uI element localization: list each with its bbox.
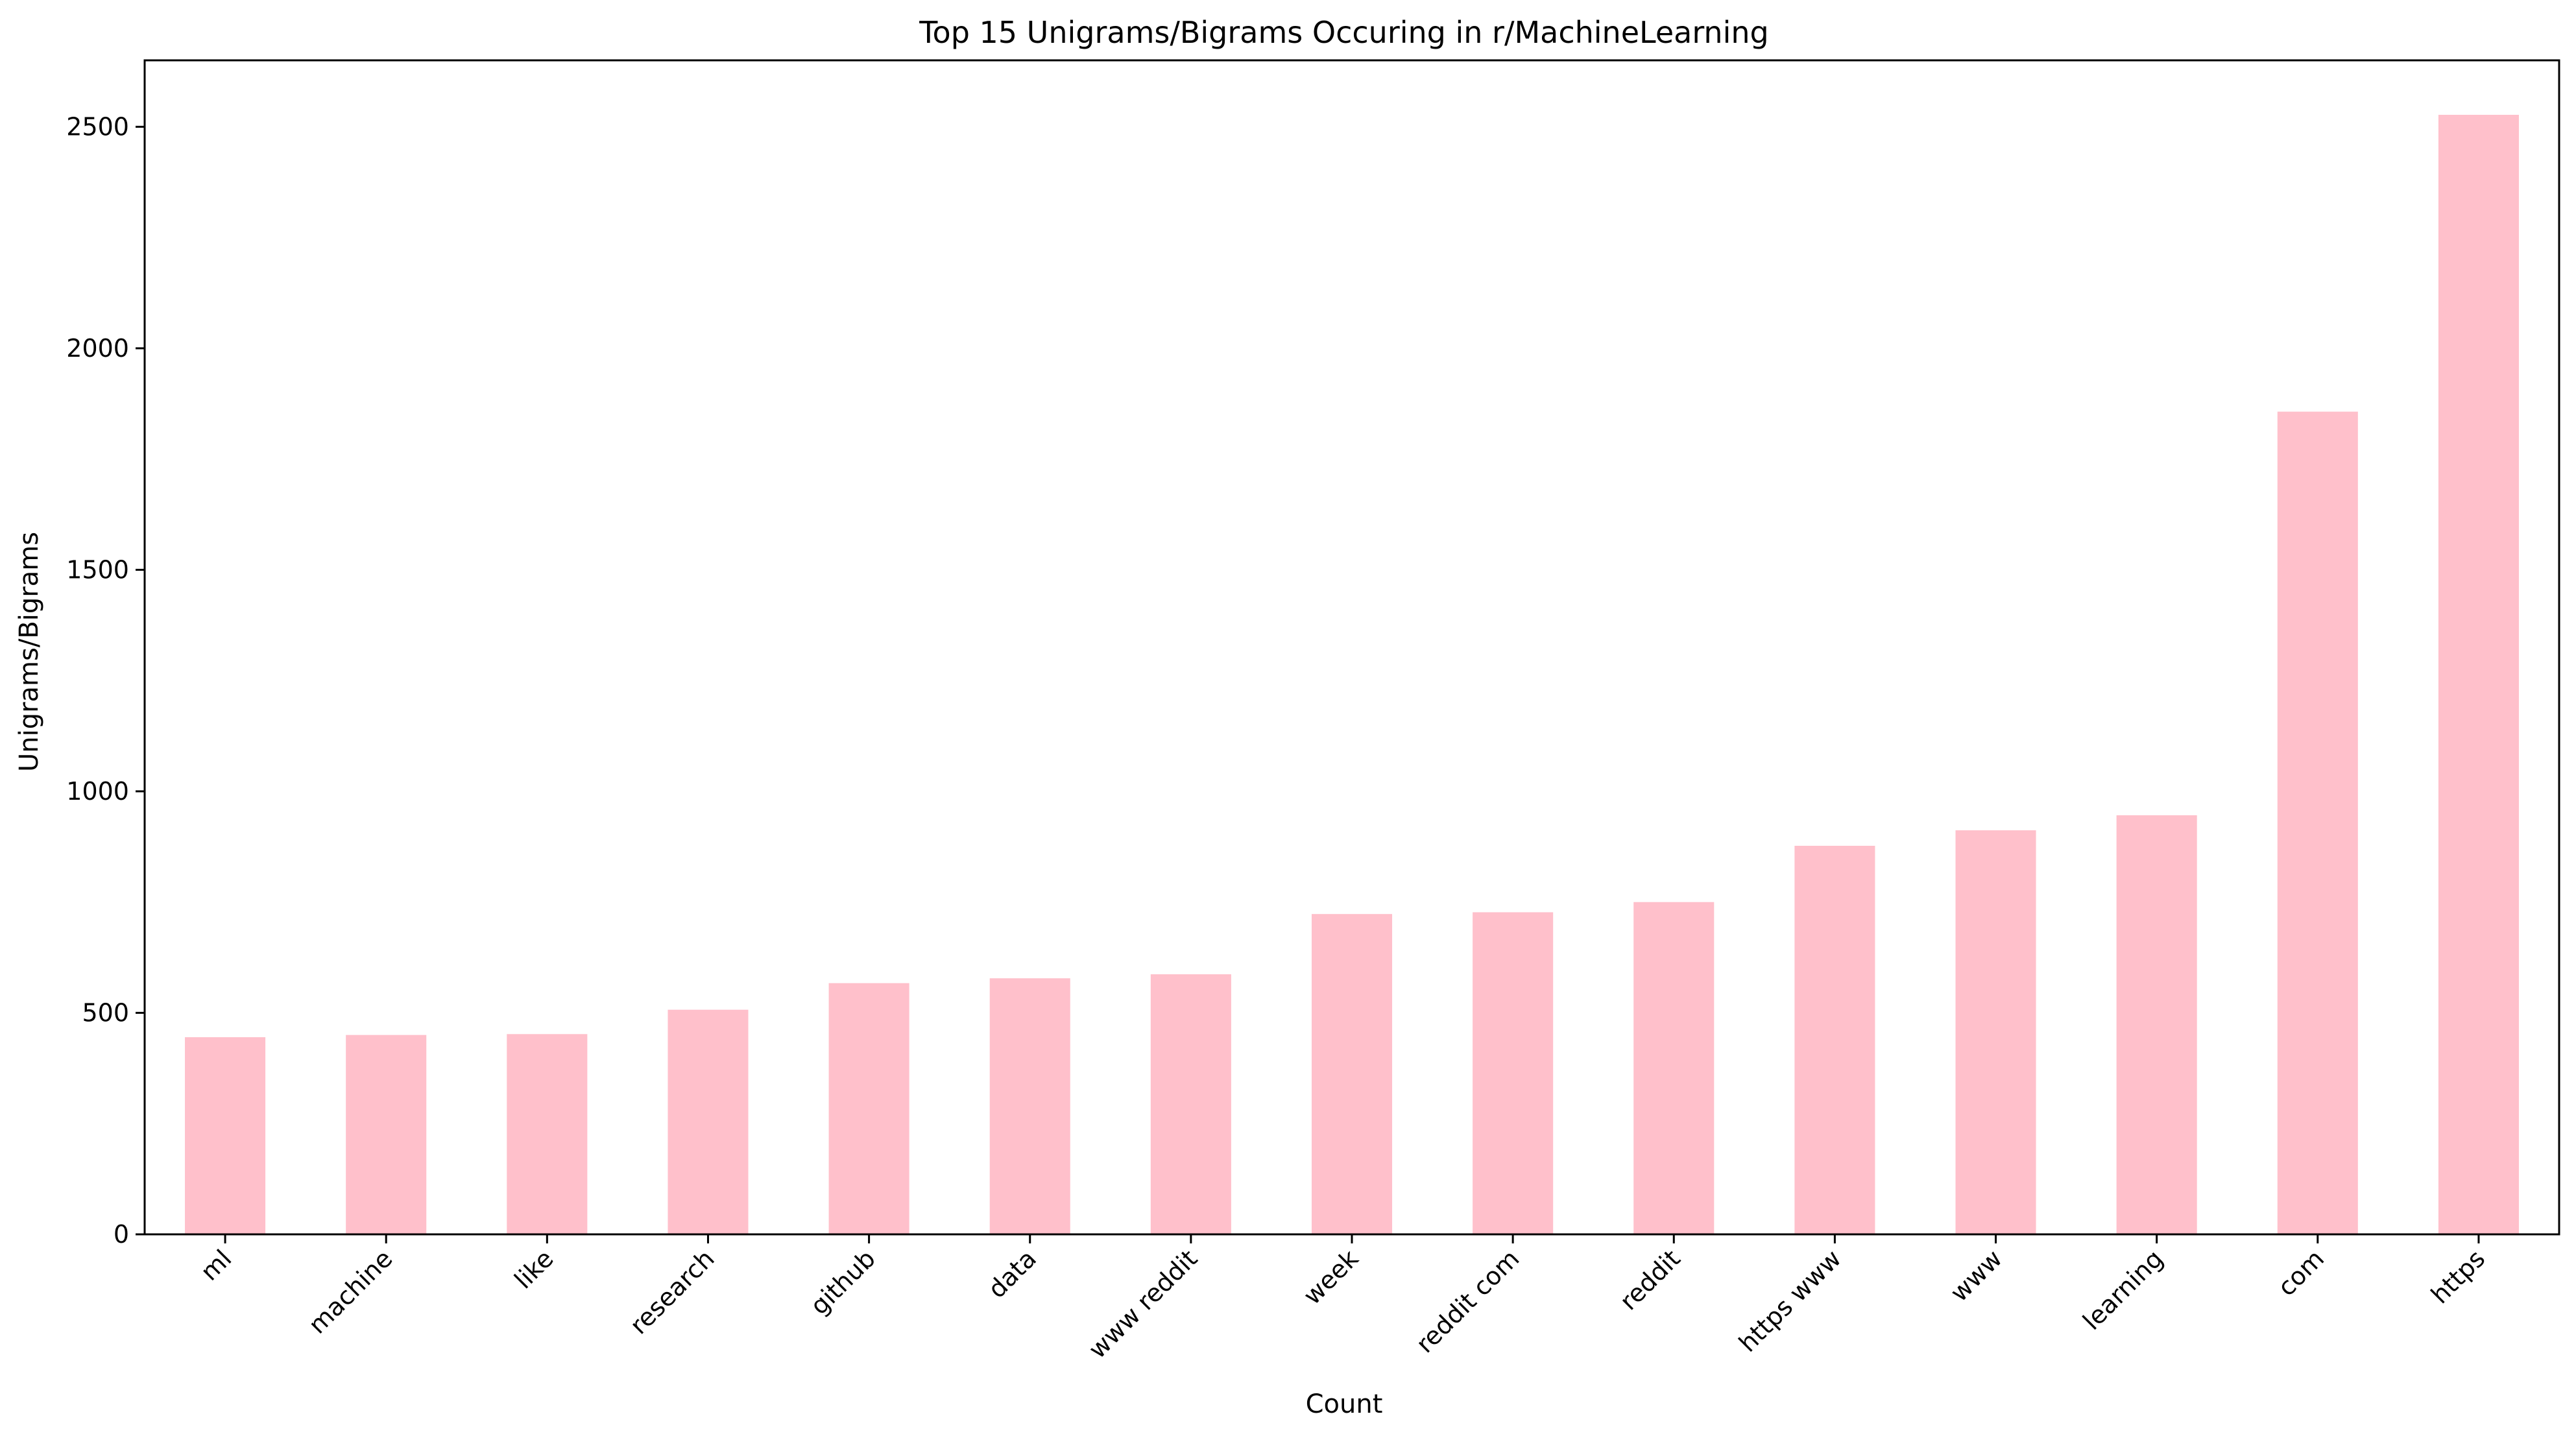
bar-reddit-com: [1473, 912, 1554, 1234]
bar-ml: [185, 1037, 266, 1234]
bar-com: [2277, 411, 2358, 1234]
y-tick-label: 1000: [66, 777, 129, 806]
bar-github: [828, 983, 909, 1234]
bar-www: [1955, 830, 2036, 1234]
x-tick-label: www: [1945, 1244, 2008, 1307]
x-tick-label: week: [1298, 1244, 1364, 1310]
bar-week: [1311, 914, 1393, 1234]
bar-data: [989, 978, 1070, 1234]
x-tick-label: www reddit: [1083, 1244, 1203, 1364]
y-axis: 0 500 1000 1500 2000 2500: [66, 112, 145, 1249]
x-tick-label: data: [982, 1244, 1042, 1304]
bar-learning: [2116, 815, 2197, 1234]
bar-www-reddit: [1150, 974, 1231, 1234]
bar-reddit: [1633, 902, 1715, 1234]
bar-research: [668, 1009, 749, 1234]
plot-frame: [143, 59, 2560, 1236]
bar-https-www: [1794, 845, 1875, 1234]
bar-https: [2438, 115, 2519, 1234]
x-tick-label: ml: [195, 1244, 237, 1286]
y-tick-label: 2500: [66, 112, 129, 141]
x-tick-label: research: [624, 1244, 719, 1339]
y-axis-label: Unigrams/Bigrams: [14, 532, 44, 772]
bars-layer: [185, 115, 2519, 1234]
x-axis: ml machine like research github data www reddi…: [195, 1234, 2490, 1364]
y-tick-label: 0: [114, 1220, 129, 1249]
y-tick-label: 500: [82, 998, 129, 1027]
bar-machine: [346, 1035, 427, 1234]
x-tick-label: machine: [303, 1244, 398, 1339]
y-tick-label: 2000: [66, 334, 129, 363]
x-tick-label: reddit: [1614, 1244, 1685, 1315]
y-tick-label: 1500: [66, 555, 129, 584]
x-tick-label: reddit com: [1410, 1244, 1524, 1358]
chart-title: Top 15 Unigrams/Bigrams Occuring in r/Ma…: [919, 15, 1768, 50]
x-tick-label: learning: [2077, 1244, 2169, 1336]
bar-like: [507, 1034, 588, 1234]
x-axis-label: Count: [1306, 1389, 1383, 1419]
x-tick-label: github: [805, 1244, 881, 1320]
x-tick-label: com: [2272, 1244, 2330, 1302]
x-tick-label: https: [2426, 1244, 2490, 1309]
x-tick-label: https www: [1733, 1244, 1847, 1358]
x-tick-label: like: [509, 1244, 559, 1294]
